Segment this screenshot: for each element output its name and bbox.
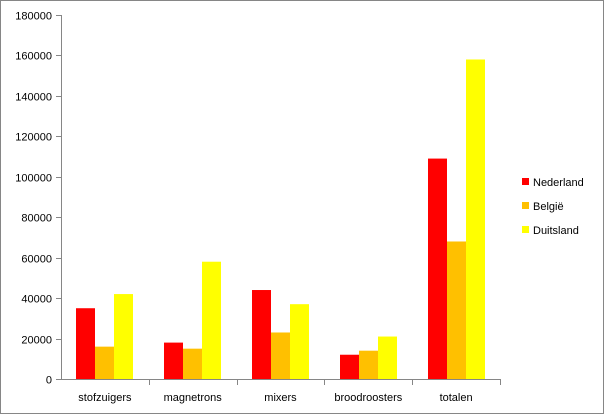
- bar: [378, 336, 397, 379]
- bar: [202, 261, 221, 379]
- bar: [164, 342, 183, 379]
- y-tick-label: 60000: [21, 254, 52, 266]
- legend-label: Nederland: [533, 177, 584, 189]
- x-tick-label: stofzuigers: [78, 392, 132, 404]
- plot-area: 0 20000 40000 60000 80000 100000 120000 140000 1…: [15, 11, 501, 404]
- bar: [114, 294, 133, 379]
- legend-swatch: [522, 226, 529, 233]
- bar: [290, 304, 309, 379]
- bar: [428, 158, 447, 379]
- y-tick-label: 100000: [15, 173, 52, 185]
- y-tick-label: 0: [46, 375, 52, 387]
- bar: [340, 354, 359, 379]
- legend: Nederland België Duitsland: [522, 177, 584, 237]
- bar: [447, 241, 466, 379]
- legend-label: Duitsland: [533, 225, 579, 237]
- bar: [466, 59, 485, 379]
- x-tick-label: magnetrons: [164, 392, 223, 404]
- bar: [252, 290, 271, 379]
- y-tick-label: 140000: [15, 92, 52, 104]
- bar: [183, 348, 202, 379]
- y-tick-label: 40000: [21, 294, 52, 306]
- x-tick-label: totalen: [440, 392, 473, 404]
- legend-label: België: [533, 201, 564, 213]
- y-tick-label: 180000: [15, 11, 52, 23]
- bar: [271, 332, 290, 379]
- y-tick-label: 20000: [21, 335, 52, 347]
- bar: [359, 350, 378, 379]
- legend-swatch: [522, 178, 529, 185]
- y-tick-label: 160000: [15, 51, 52, 63]
- y-tick-label: 120000: [15, 132, 52, 144]
- y-tick-label: 80000: [21, 213, 52, 225]
- bar: [76, 308, 95, 379]
- bar: [95, 346, 114, 379]
- x-tick-label: mixers: [264, 392, 297, 404]
- x-tick-label: broodroosters: [334, 392, 402, 404]
- legend-swatch: [522, 202, 529, 209]
